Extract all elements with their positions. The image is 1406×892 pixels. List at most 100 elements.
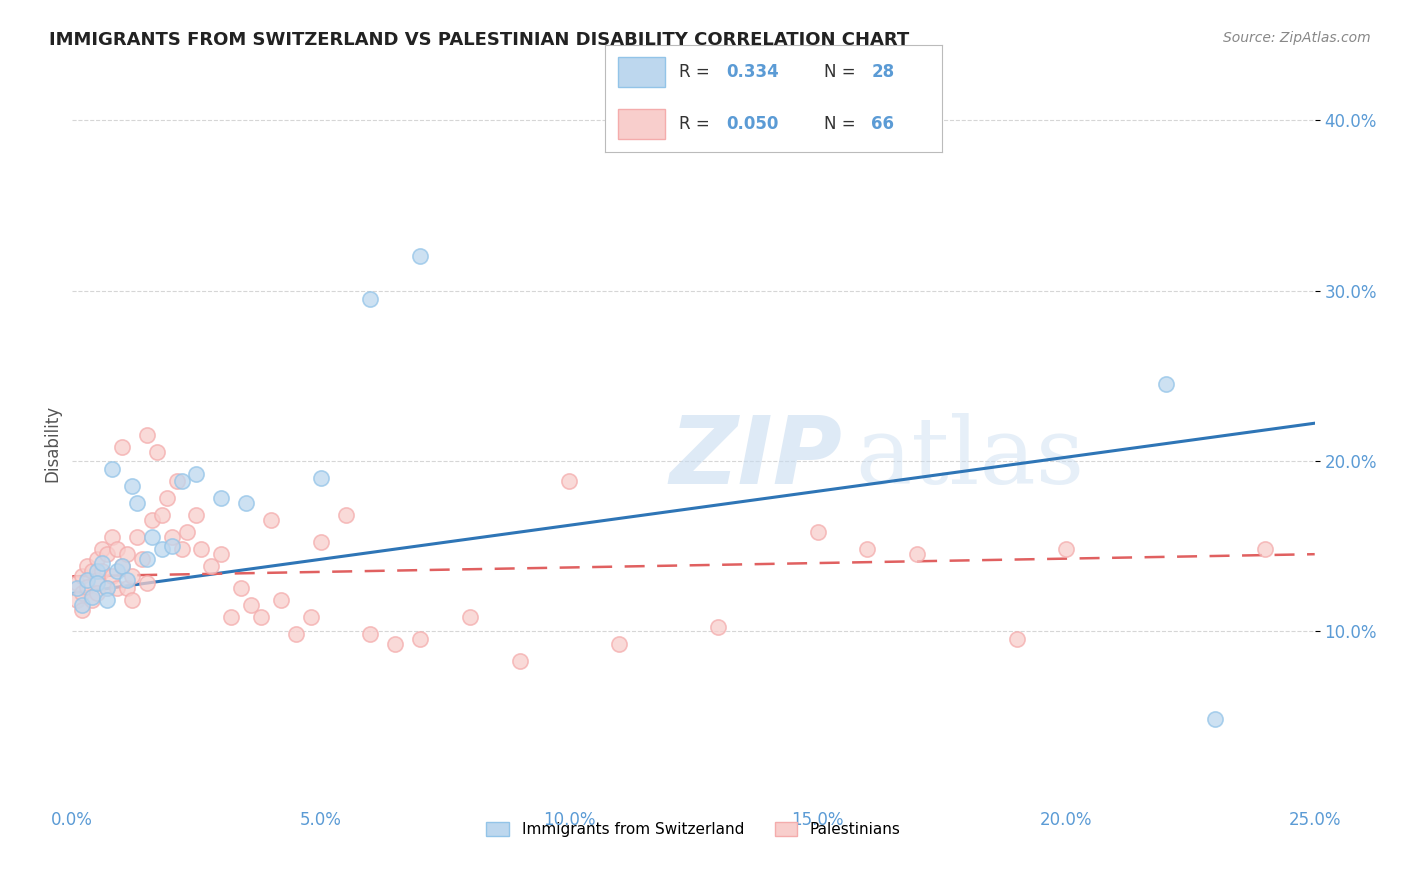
Point: [1054, 542, 1077, 557]
Point: [66, 576, 89, 591]
Point: [105, 542, 128, 557]
Point: [160, 530, 183, 544]
Point: [135, 576, 157, 591]
Point: [186, 467, 208, 482]
Point: [250, 610, 273, 624]
Point: [76, 580, 98, 594]
Point: [409, 250, 432, 264]
Point: [284, 627, 307, 641]
Point: [509, 654, 531, 668]
Point: [156, 491, 179, 505]
Text: ZIP: ZIP: [669, 412, 842, 504]
Point: [70, 603, 93, 617]
Point: [1005, 632, 1028, 647]
Point: [270, 593, 292, 607]
Point: [70, 569, 93, 583]
Point: [209, 547, 232, 561]
Point: [176, 525, 198, 540]
Point: [91, 564, 114, 578]
Point: [170, 474, 193, 488]
Point: [141, 513, 163, 527]
Point: [1204, 712, 1226, 726]
Point: [121, 593, 143, 607]
Point: [141, 530, 163, 544]
Point: [66, 593, 89, 607]
Point: [186, 508, 208, 522]
Text: 66: 66: [872, 115, 894, 133]
Point: [91, 542, 114, 557]
Point: [200, 559, 222, 574]
Text: R =: R =: [679, 115, 714, 133]
Point: [1254, 542, 1277, 557]
Point: [86, 576, 108, 591]
Point: [96, 581, 118, 595]
Point: [101, 569, 124, 583]
Point: [135, 552, 157, 566]
Point: [82, 564, 104, 578]
Point: [105, 581, 128, 595]
Point: [359, 627, 381, 641]
Point: [209, 491, 232, 505]
Point: [131, 552, 153, 566]
Point: [170, 542, 193, 557]
Point: [86, 564, 108, 578]
Point: [91, 556, 114, 570]
Point: [807, 525, 830, 540]
Point: [96, 581, 118, 595]
Point: [82, 593, 104, 607]
Point: [105, 564, 128, 578]
Point: [235, 496, 257, 510]
Point: [125, 496, 148, 510]
Point: [66, 581, 89, 595]
Point: [409, 632, 432, 647]
Point: [166, 474, 188, 488]
Point: [240, 599, 263, 613]
Point: [101, 530, 124, 544]
Point: [607, 637, 630, 651]
Point: [121, 569, 143, 583]
Point: [384, 637, 406, 651]
Point: [96, 547, 118, 561]
Point: [111, 559, 134, 574]
Point: [115, 581, 138, 595]
Text: 0.050: 0.050: [725, 115, 779, 133]
Point: [86, 573, 108, 587]
Text: atlas: atlas: [855, 413, 1084, 503]
Point: [96, 593, 118, 607]
Point: [707, 620, 730, 634]
Bar: [619, 57, 665, 87]
Point: [86, 586, 108, 600]
Text: 28: 28: [872, 63, 894, 81]
Point: [115, 573, 138, 587]
Point: [86, 552, 108, 566]
Point: [160, 539, 183, 553]
Point: [558, 474, 581, 488]
Point: [70, 586, 93, 600]
Point: [231, 581, 253, 595]
Text: N =: N =: [824, 115, 860, 133]
Point: [219, 610, 242, 624]
Y-axis label: Disability: Disability: [44, 405, 60, 483]
Point: [458, 610, 481, 624]
Point: [359, 292, 381, 306]
Point: [905, 547, 928, 561]
Point: [111, 440, 134, 454]
Text: Source: ZipAtlas.com: Source: ZipAtlas.com: [1223, 31, 1371, 45]
Text: N =: N =: [824, 63, 860, 81]
Point: [121, 479, 143, 493]
Point: [82, 590, 104, 604]
Point: [335, 508, 357, 522]
Point: [309, 535, 332, 549]
Text: 0.334: 0.334: [725, 63, 779, 81]
Point: [76, 573, 98, 587]
Text: R =: R =: [679, 63, 714, 81]
Point: [1154, 377, 1177, 392]
Point: [111, 559, 134, 574]
Point: [135, 428, 157, 442]
Point: [260, 513, 283, 527]
Text: IMMIGRANTS FROM SWITZERLAND VS PALESTINIAN DISABILITY CORRELATION CHART: IMMIGRANTS FROM SWITZERLAND VS PALESTINI…: [49, 31, 910, 49]
Point: [856, 542, 879, 557]
Point: [150, 542, 173, 557]
Legend: Immigrants from Switzerland, Palestinians: Immigrants from Switzerland, Palestinian…: [481, 816, 907, 843]
Point: [76, 559, 98, 574]
